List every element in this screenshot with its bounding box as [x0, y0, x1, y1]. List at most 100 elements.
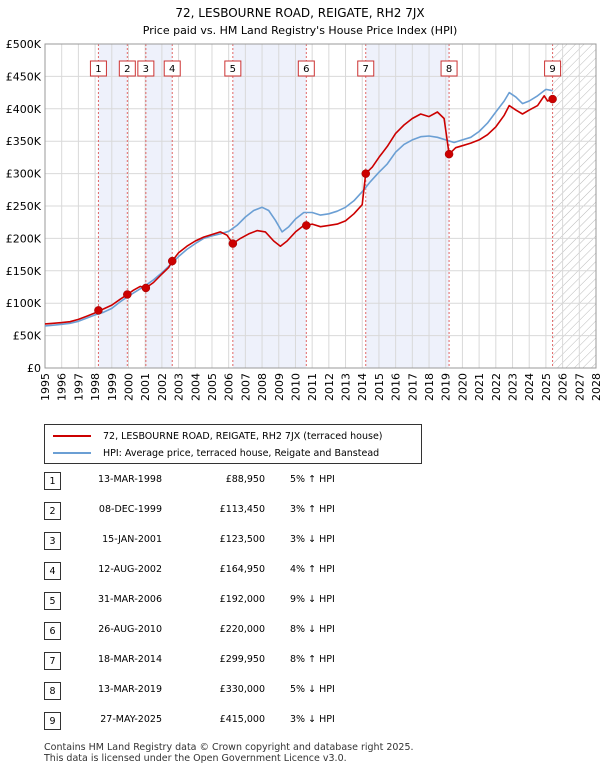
- x-tick-label: 1997: [72, 373, 85, 401]
- sale-number: 6: [44, 622, 61, 640]
- sale-hpi-change: 8% ↑ HPI: [290, 654, 335, 665]
- legend-label-property: 72, LESBOURNE ROAD, REIGATE, RH2 7JX (te…: [103, 430, 383, 442]
- x-tick-label: 2016: [390, 373, 403, 401]
- x-tick-label: 2026: [557, 373, 570, 401]
- sale-date: 15-JAN-2001: [102, 534, 162, 545]
- sale-row: 1 13-MAR-1998 £88,950 5% ↑ HPI: [0, 470, 600, 490]
- sale-hpi-change: 8% ↓ HPI: [290, 624, 335, 635]
- sale-hpi-change: 3% ↓ HPI: [290, 714, 335, 725]
- sale-price: £220,000: [219, 624, 265, 635]
- sale-hpi-change: 3% ↑ HPI: [290, 504, 335, 515]
- x-tick-label: 2000: [122, 373, 135, 401]
- sale-label-box: 8: [440, 60, 458, 77]
- chart-legend: 72, LESBOURNE ROAD, REIGATE, RH2 7JX (te…: [44, 424, 422, 464]
- sale-date: 26-AUG-2010: [98, 624, 162, 635]
- sale-label-border: [544, 60, 562, 77]
- x-tick-label: 2005: [206, 373, 219, 401]
- sale-label-number: 8: [446, 64, 452, 75]
- sale-number: 8: [44, 682, 61, 700]
- y-tick-label: £500K: [6, 38, 42, 51]
- sale-label-box: 6: [297, 60, 315, 77]
- sale-hpi-change: 4% ↑ HPI: [290, 564, 335, 575]
- sale-label-border: [440, 60, 458, 77]
- legend-item-hpi: HPI: Average price, terraced house, Reig…: [53, 445, 379, 461]
- footer: Contains HM Land Registry data © Crown c…: [44, 742, 414, 764]
- y-tick-label: £200K: [6, 232, 42, 245]
- x-tick-label: 2027: [573, 373, 586, 401]
- legend-label-hpi: HPI: Average price, terraced house, Reig…: [103, 447, 380, 459]
- sale-hpi-change: 5% ↑ HPI: [290, 474, 335, 485]
- sale-number: 4: [44, 562, 61, 580]
- x-tick-label: 2004: [189, 373, 202, 401]
- chart-subtitle: Price paid vs. HM Land Registry's House …: [143, 24, 458, 37]
- sale-price: £192,000: [219, 594, 265, 605]
- x-tick-label: 2025: [540, 373, 553, 401]
- x-tick-label: 2020: [456, 373, 469, 401]
- sale-row: 9 27-MAY-2025 £415,000 3% ↓ HPI: [0, 710, 600, 730]
- sale-label-border: [357, 60, 375, 77]
- x-tick-label: 2022: [490, 373, 503, 401]
- sale-label-box: 3: [137, 60, 155, 77]
- sale-label-border: [137, 60, 155, 77]
- sale-hpi-change: 9% ↓ HPI: [290, 594, 335, 605]
- sale-point: [361, 169, 370, 178]
- sale-date: 12-AUG-2002: [98, 564, 162, 575]
- x-tick-label: 2017: [406, 373, 419, 401]
- x-tick-label: 2009: [273, 373, 286, 401]
- sale-label-box: 4: [163, 60, 181, 77]
- x-tick-label: 2003: [173, 373, 186, 401]
- footer-line-1: Contains HM Land Registry data © Crown c…: [44, 742, 414, 753]
- sale-point: [141, 283, 151, 293]
- property-series-line: [44, 95, 553, 325]
- y-tick-label: £50K: [13, 330, 42, 343]
- chart-title: 72, LESBOURNE ROAD, REIGATE, RH2 7JX: [175, 6, 424, 20]
- y-tick-label: £250K: [6, 200, 42, 213]
- sale-label-number: 1: [95, 64, 101, 75]
- x-tick-label: 2008: [256, 373, 269, 401]
- sale-date: 31-MAR-2006: [97, 594, 162, 605]
- hpi-series-line: [44, 88, 553, 327]
- sale-point: [228, 239, 238, 248]
- x-tick-label: 2013: [340, 373, 353, 401]
- sale-label-border: [297, 60, 315, 77]
- sale-label-border: [118, 60, 136, 77]
- sale-point: [167, 256, 177, 266]
- sale-label-box: 9: [544, 60, 562, 77]
- x-tick-label: 2023: [507, 373, 520, 401]
- sale-price: £123,500: [219, 534, 265, 545]
- sale-label-number: 5: [230, 64, 236, 75]
- sale-point: [123, 290, 132, 299]
- y-tick-label: £400K: [6, 103, 42, 116]
- x-tick-label: 2010: [289, 373, 302, 401]
- x-tick-label: 2011: [306, 373, 319, 401]
- sale-label-border: [163, 60, 181, 77]
- sale-date: 13-MAR-2019: [97, 684, 162, 695]
- sale-row: 2 08-DEC-1999 £113,450 3% ↑ HPI: [0, 500, 600, 520]
- sale-point: [302, 221, 311, 230]
- y-tick-label: £450K: [6, 70, 42, 83]
- x-tick-label: 2028: [590, 373, 600, 401]
- y-tick-label: £100K: [6, 297, 42, 310]
- sale-number: 7: [44, 652, 61, 670]
- sale-label-box: 7: [357, 60, 375, 77]
- x-tick-label: 1996: [56, 373, 69, 401]
- x-tick-label: 2007: [239, 373, 252, 401]
- sale-number: 2: [44, 502, 61, 520]
- sale-point: [94, 306, 103, 315]
- x-tick-label: 2014: [356, 373, 369, 401]
- sale-date: 13-MAR-1998: [97, 474, 162, 485]
- sale-row: 6 26-AUG-2010 £220,000 8% ↓ HPI: [0, 620, 600, 640]
- y-tick-label: £0: [27, 362, 41, 375]
- footer-line-2: This data is licensed under the Open Gov…: [44, 753, 347, 764]
- sale-label-number: 4: [169, 64, 175, 75]
- x-tick-label: 2021: [473, 373, 486, 401]
- sale-label-border: [89, 60, 107, 77]
- x-tick-label: 2012: [323, 373, 336, 401]
- sale-hpi-change: 5% ↓ HPI: [290, 684, 335, 695]
- sale-number: 1: [44, 472, 61, 490]
- sale-date: 27-MAY-2025: [100, 714, 162, 725]
- x-tick-label: 2024: [523, 373, 536, 401]
- sale-label-box: 5: [224, 60, 242, 77]
- sale-price: £330,000: [219, 684, 265, 695]
- sale-point: [444, 149, 454, 159]
